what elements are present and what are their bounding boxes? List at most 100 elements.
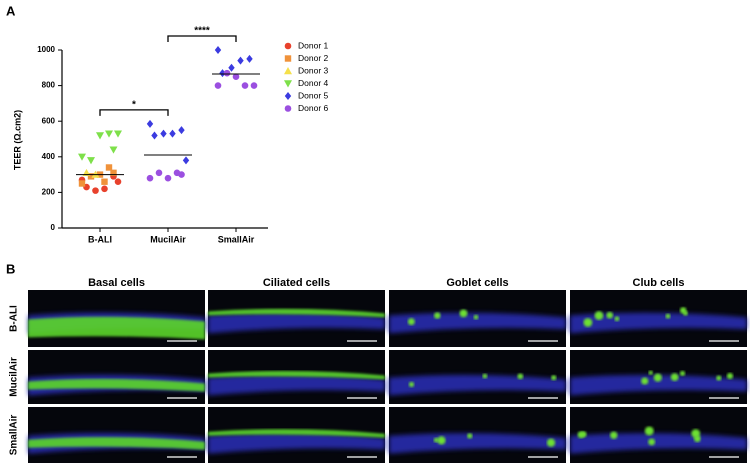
data-point	[182, 156, 190, 165]
row-label: SmallAir	[9, 415, 20, 456]
column-header: Ciliated cells	[263, 277, 330, 289]
x-tick-label: B-ALI	[88, 234, 112, 244]
data-point	[155, 169, 163, 177]
staining	[670, 373, 679, 382]
legend-label: Donor 5	[298, 90, 329, 100]
staining	[679, 370, 686, 376]
staining	[648, 370, 653, 375]
staining	[433, 437, 439, 443]
staining	[716, 375, 722, 381]
row-label: B-ALI	[9, 305, 20, 332]
y-tick-label: 1000	[37, 45, 55, 54]
nuclei-layer	[389, 374, 566, 396]
data-point	[250, 82, 258, 89]
staining	[208, 370, 385, 380]
staining	[648, 438, 656, 446]
staining	[610, 431, 618, 439]
legend-label: Donor 4	[298, 78, 329, 88]
staining	[517, 373, 524, 380]
data-point	[92, 187, 99, 194]
legend-marker	[284, 80, 292, 88]
nuclei-layer	[208, 312, 385, 334]
data-point	[78, 153, 86, 161]
data-point	[87, 173, 95, 180]
data-point	[219, 69, 226, 78]
significance-bracket	[167, 35, 237, 42]
staining	[437, 436, 446, 445]
staining	[546, 438, 556, 447]
data-point	[146, 119, 154, 128]
row-label: MucilAir	[9, 357, 20, 397]
staining	[606, 311, 614, 319]
y-tick-label: 200	[42, 188, 56, 197]
nuclei-layer	[208, 374, 385, 396]
x-tick-label: MucilAir	[150, 234, 186, 244]
staining	[594, 311, 604, 320]
staining	[551, 375, 557, 381]
staining	[683, 310, 688, 316]
staining	[28, 316, 205, 340]
legend-marker	[284, 105, 292, 112]
significance-label: ****	[194, 26, 210, 37]
legend-marker	[284, 42, 292, 50]
data-point	[241, 82, 249, 89]
staining	[583, 318, 593, 327]
y-tick-label: 600	[42, 116, 56, 125]
nuclei-layer	[389, 433, 566, 454]
staining	[641, 377, 649, 385]
y-axis-label: TEER (Ω.cm2)	[12, 110, 22, 170]
x-tick-label: SmallAir	[218, 234, 255, 244]
data-point	[237, 56, 244, 65]
data-point	[101, 178, 108, 185]
legend-label: Donor 6	[298, 103, 329, 113]
data-point	[110, 169, 117, 177]
legend-marker	[284, 92, 292, 100]
staining	[691, 429, 701, 438]
data-point	[169, 129, 176, 138]
staining	[653, 373, 662, 382]
panel-label: A	[6, 3, 16, 18]
staining	[434, 312, 441, 319]
data-point	[223, 69, 231, 77]
nuclei-layer	[208, 433, 385, 454]
data-point	[87, 157, 95, 165]
staining	[614, 316, 620, 322]
data-point	[178, 126, 185, 135]
staining	[482, 373, 488, 379]
data-point	[146, 174, 154, 182]
significance-label: *	[132, 100, 136, 111]
legend-marker	[284, 67, 292, 75]
legend-label: Donor 3	[298, 65, 329, 75]
legend-label: Donor 2	[298, 53, 329, 63]
staining	[208, 308, 385, 318]
y-tick-label: 800	[42, 81, 56, 90]
legend-label: Donor 1	[298, 40, 329, 50]
staining	[726, 372, 734, 380]
nuclei-layer	[389, 312, 566, 334]
data-point	[160, 129, 167, 138]
nuclei-layer	[570, 312, 747, 334]
staining	[473, 314, 479, 320]
staining	[644, 426, 654, 436]
y-tick-label: 0	[51, 223, 56, 232]
staining	[28, 437, 205, 450]
panel-label: B	[6, 261, 15, 276]
data-point	[101, 185, 108, 193]
data-point	[114, 130, 122, 138]
data-point	[228, 63, 235, 72]
staining	[208, 429, 385, 438]
staining	[467, 433, 473, 439]
column-header: Club cells	[633, 277, 685, 289]
y-tick-label: 400	[42, 152, 56, 161]
data-point	[109, 146, 118, 154]
data-point	[164, 174, 172, 182]
data-point	[105, 164, 113, 171]
legend-marker	[284, 55, 292, 62]
data-point	[78, 180, 86, 187]
staining	[407, 318, 415, 326]
staining	[408, 381, 415, 388]
column-header: Goblet cells	[446, 277, 508, 289]
staining	[665, 313, 671, 319]
column-header: Basal cells	[88, 277, 145, 289]
